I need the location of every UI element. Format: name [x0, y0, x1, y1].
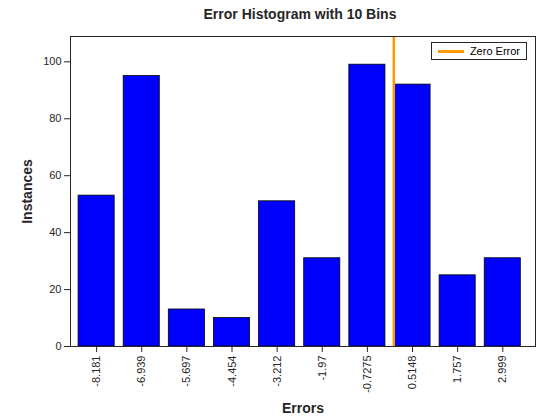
svg-text:-1.97: -1.97: [316, 356, 328, 381]
svg-text:-8.181: -8.181: [90, 356, 102, 387]
html-text:Zero Error: Zero Error: [469, 45, 520, 57]
svg-text:Errors: Errors: [282, 400, 324, 416]
svg-text:1.757: 1.757: [451, 356, 463, 384]
svg-text:-3.212: -3.212: [271, 356, 283, 387]
svg-text:0: 0: [55, 340, 61, 352]
svg-text:Instances: Instances: [19, 159, 35, 224]
html-text:Error Histogram with 10 Bins: Error Histogram with 10 Bins: [203, 6, 397, 22]
svg-text:20: 20: [49, 283, 61, 295]
svg-text:100: 100: [43, 55, 61, 67]
svg-text:2.999: 2.999: [496, 356, 508, 384]
svg-text:60: 60: [49, 169, 61, 181]
svg-text:-6.939: -6.939: [135, 356, 147, 387]
svg-text:40: 40: [49, 226, 61, 238]
svg-text:-0.7275: -0.7275: [361, 356, 373, 393]
svg-text:0.5148: 0.5148: [406, 356, 418, 390]
svg-text:80: 80: [49, 112, 61, 124]
svg-text:-5.697: -5.697: [180, 356, 192, 387]
svg-text:-4.454: -4.454: [226, 356, 238, 387]
